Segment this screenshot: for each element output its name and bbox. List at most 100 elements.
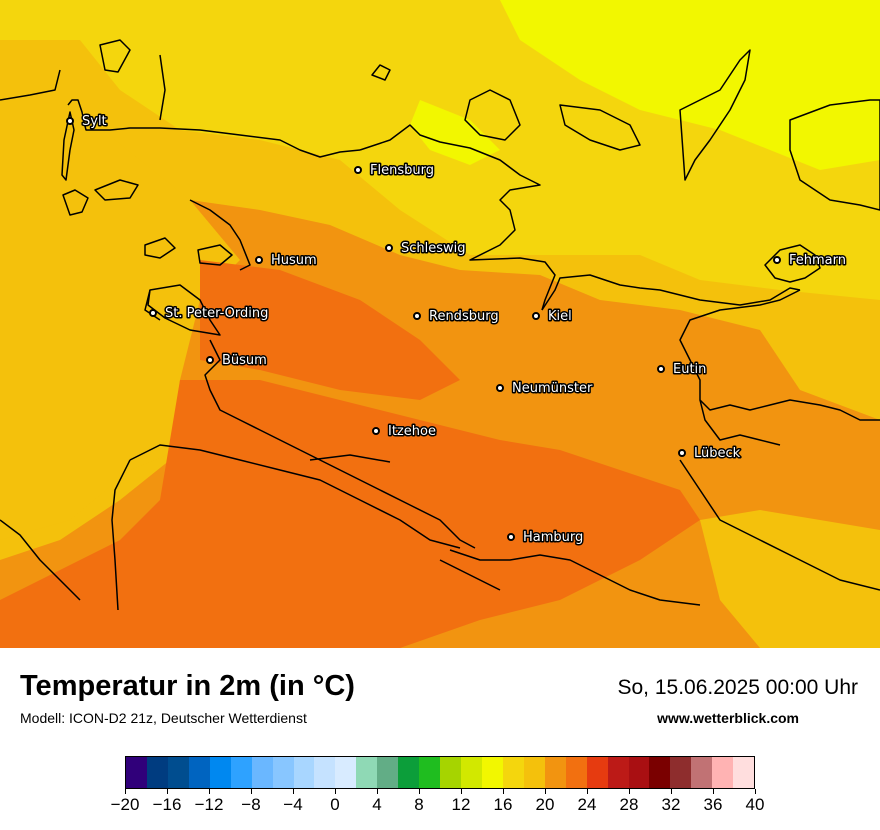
color-scale-tick-label: −12 xyxy=(194,795,224,814)
color-scale-segment xyxy=(167,757,189,788)
color-scale-tick-label: 8 xyxy=(414,795,424,814)
city-dot xyxy=(206,356,214,364)
city-label: Hamburg xyxy=(523,530,583,545)
color-scale-bar xyxy=(125,756,755,789)
coastline-jutland-inland xyxy=(159,54,166,121)
color-scale-segment xyxy=(440,757,461,788)
color-scale-segment xyxy=(670,757,692,788)
city-label: Neumünster xyxy=(512,381,593,396)
city-dot xyxy=(255,256,263,264)
color-scale-tick xyxy=(419,789,420,794)
city-label: Fehmarn xyxy=(789,253,846,268)
coastline-east-holstein xyxy=(679,289,880,421)
color-scale-segment xyxy=(691,757,713,788)
city-dot xyxy=(372,427,380,435)
city-dot xyxy=(532,312,540,320)
color-scale-segment xyxy=(188,757,210,788)
color-scale-segment xyxy=(251,757,273,788)
coastline-cuxhaven xyxy=(111,459,131,611)
coastline-sylt-south xyxy=(144,289,161,321)
coastline-husum-bay xyxy=(189,199,251,271)
city-marker[interactable]: Schleswig xyxy=(385,240,467,258)
city-label: Lübeck xyxy=(694,446,741,461)
city-marker[interactable]: Fehmarn xyxy=(773,252,848,270)
city-marker[interactable]: Flensburg xyxy=(354,162,435,180)
color-scale-tick xyxy=(755,789,756,794)
city-marker[interactable]: Hamburg xyxy=(507,529,585,547)
color-scale-segment xyxy=(649,757,671,788)
coastline-north-frisian-2 xyxy=(94,179,139,201)
color-scale-tick xyxy=(167,789,168,794)
city-dot xyxy=(354,166,362,174)
color-scale-tick xyxy=(209,789,210,794)
city-label: St. Peter-Ording xyxy=(165,306,268,321)
temperature-map[interactable]: Sylt Flensburg Schleswig Husum St. Peter-Ord… xyxy=(0,0,880,648)
website-link[interactable]: www.wetterblick.com xyxy=(657,710,799,726)
city-marker[interactable]: Eutin xyxy=(657,361,708,379)
coastline-north-frisian-1 xyxy=(62,189,89,216)
city-dot xyxy=(66,117,74,125)
temp-field-zone-northeast xyxy=(500,0,880,170)
city-marker[interactable]: St. Peter-Ording xyxy=(149,305,270,323)
coastline-elbe-south xyxy=(129,444,461,549)
color-scale-tick xyxy=(587,789,588,794)
coastline-romo xyxy=(99,39,131,73)
city-label: Itzehoe xyxy=(388,424,436,439)
color-scale-segment xyxy=(314,757,336,788)
color-scale-tick xyxy=(125,789,126,794)
color-scale-tick-label: 20 xyxy=(535,795,555,814)
color-scale-tick-label: −20 xyxy=(110,795,140,814)
map-footer: Temperatur in 2m (in °C) Modell: ICON-D2… xyxy=(0,648,880,830)
city-marker[interactable]: Neumünster xyxy=(496,380,594,398)
border-niedersachsen xyxy=(439,559,501,591)
color-scale-segment xyxy=(523,757,545,788)
city-marker[interactable]: Büsum xyxy=(206,352,268,370)
city-marker[interactable]: Husum xyxy=(255,252,318,270)
city-dot xyxy=(413,312,421,320)
color-scale-tick-label: 32 xyxy=(661,795,681,814)
city-label: Sylt xyxy=(82,114,107,129)
coastline-holstein-inner xyxy=(309,454,391,463)
border-hamburg xyxy=(449,549,701,606)
color-scale-tick-label: 12 xyxy=(451,795,471,814)
color-scale-tick-label: 4 xyxy=(372,795,382,814)
color-scale-tick xyxy=(713,789,714,794)
city-markers: Sylt Flensburg Schleswig Husum St. Peter-Ord… xyxy=(66,113,848,547)
coastline-kapp xyxy=(0,69,61,101)
color-scale-tick xyxy=(503,789,504,794)
color-scale-segment xyxy=(356,757,378,788)
temp-field-zone-north-center xyxy=(410,100,500,165)
coastline-pellworm xyxy=(144,237,176,259)
color-scale-segment xyxy=(607,757,629,788)
city-marker[interactable]: Lübeck xyxy=(678,445,742,463)
coastline-weser xyxy=(0,519,81,601)
color-scale-segment xyxy=(293,757,315,788)
color-scale-segment xyxy=(461,757,482,788)
color-scale-tick-label: 16 xyxy=(493,795,513,814)
temp-field-zone-center-warm xyxy=(200,260,460,400)
city-label: Rendsburg xyxy=(429,309,499,324)
coastline-danish-islands-1 xyxy=(559,104,641,151)
color-scale-tick xyxy=(293,789,294,794)
city-marker[interactable]: Kiel xyxy=(532,308,573,326)
city-label: Kiel xyxy=(548,309,572,324)
coastline-lake-1 xyxy=(371,64,391,81)
city-label: Schleswig xyxy=(401,241,466,256)
color-scale-segment xyxy=(335,757,357,788)
color-scale-segment xyxy=(502,757,524,788)
city-dot xyxy=(149,309,157,317)
color-scale-tick xyxy=(335,789,336,794)
color-scale-tick-label: 36 xyxy=(703,795,723,814)
color-scale-tick-label: 0 xyxy=(330,795,340,814)
coastline-sylt xyxy=(61,111,75,181)
city-label: Eutin xyxy=(673,362,706,377)
city-marker[interactable]: Rendsburg xyxy=(413,308,500,326)
map-title: Temperatur in 2m (in °C) xyxy=(20,670,355,702)
color-scale-segment xyxy=(398,757,420,788)
color-scale-segment xyxy=(209,757,231,788)
city-marker[interactable]: Sylt xyxy=(66,113,108,131)
coastline-jutland-west xyxy=(67,99,361,158)
coastline-danish-islands-3 xyxy=(789,99,880,211)
city-marker[interactable]: Itzehoe xyxy=(372,423,437,441)
city-label: Flensburg xyxy=(370,163,434,178)
